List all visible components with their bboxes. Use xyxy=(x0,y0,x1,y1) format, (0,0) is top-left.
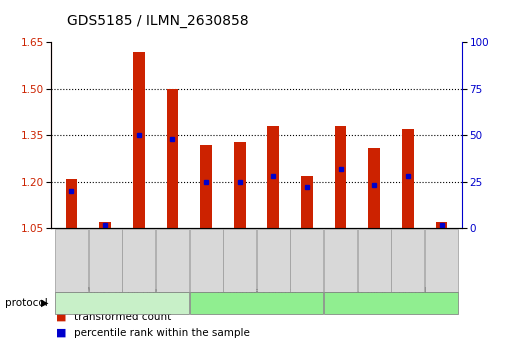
Text: percentile rank within the sample: percentile rank within the sample xyxy=(74,328,250,338)
Text: Wig-1 depletion: Wig-1 depletion xyxy=(84,286,161,297)
Bar xyxy=(234,142,246,228)
Bar xyxy=(99,222,111,228)
Bar xyxy=(133,52,145,228)
Text: ■: ■ xyxy=(56,312,67,322)
Text: GSM737543: GSM737543 xyxy=(168,237,177,284)
Bar xyxy=(402,129,414,228)
Text: GSM737542: GSM737542 xyxy=(134,237,143,284)
Bar xyxy=(436,222,447,228)
Text: protocol: protocol xyxy=(5,298,48,308)
Text: GSM737539: GSM737539 xyxy=(437,237,446,284)
Bar xyxy=(334,126,346,228)
Text: GSM737544: GSM737544 xyxy=(202,237,210,284)
Text: GSM737547: GSM737547 xyxy=(303,237,311,284)
Text: GSM737537: GSM737537 xyxy=(370,237,379,284)
Text: GSM737541: GSM737541 xyxy=(101,237,110,284)
Bar xyxy=(200,145,212,228)
Bar xyxy=(66,179,77,228)
Bar xyxy=(167,89,179,228)
Text: GSM737545: GSM737545 xyxy=(235,237,244,284)
Text: vehicle control: vehicle control xyxy=(355,286,427,297)
Text: negative control: negative control xyxy=(216,286,297,297)
Text: ▶: ▶ xyxy=(41,298,49,308)
Text: GSM737538: GSM737538 xyxy=(403,237,412,284)
Text: GSM737540: GSM737540 xyxy=(67,237,76,284)
Text: GSM737536: GSM737536 xyxy=(336,237,345,284)
Text: GSM737546: GSM737546 xyxy=(269,237,278,284)
Text: GDS5185 / ILMN_2630858: GDS5185 / ILMN_2630858 xyxy=(67,14,248,28)
Text: transformed count: transformed count xyxy=(74,312,172,322)
Bar xyxy=(368,148,380,228)
Bar xyxy=(267,126,279,228)
Text: ■: ■ xyxy=(56,328,67,338)
Bar xyxy=(301,176,313,228)
